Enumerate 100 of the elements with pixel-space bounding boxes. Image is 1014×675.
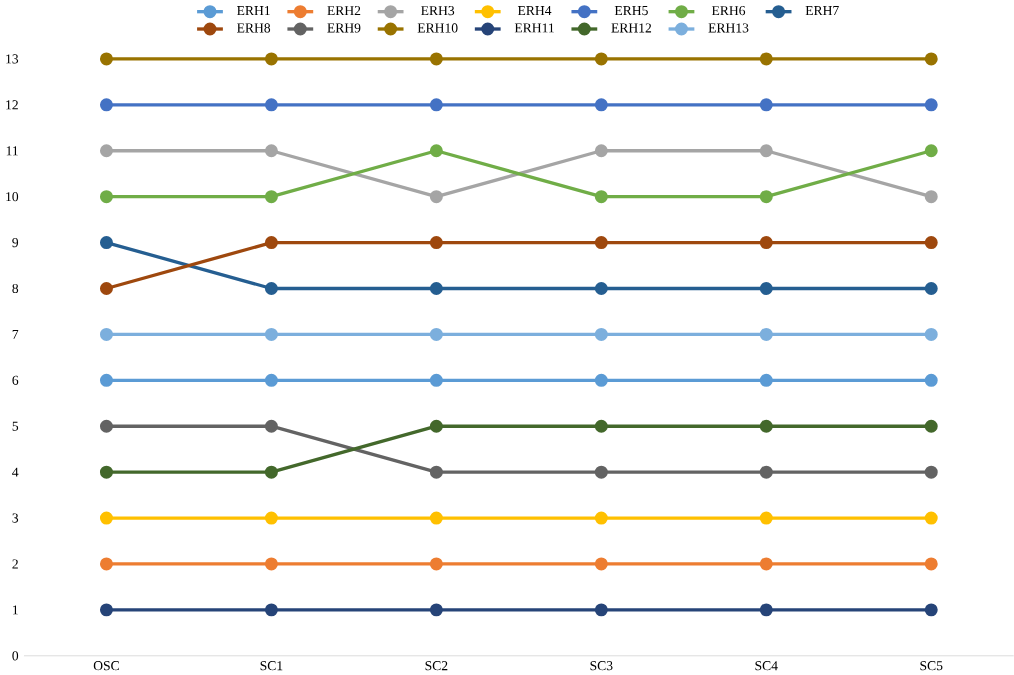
point <box>99 419 113 433</box>
point <box>759 190 773 204</box>
x-tick-label: SC2 <box>425 660 448 671</box>
legend-label: ERH10 <box>417 23 458 33</box>
point <box>594 98 608 112</box>
y-tick-label: 11 <box>6 146 18 156</box>
point <box>924 144 938 158</box>
point <box>99 235 113 249</box>
point <box>924 511 938 525</box>
legend-label: ERH13 <box>708 23 749 33</box>
point <box>924 98 938 112</box>
y-tick-label: 9 <box>12 237 19 248</box>
point <box>759 419 773 433</box>
x-tick-label: OSC <box>93 660 119 671</box>
point <box>99 327 113 341</box>
legend-label: ERH2 <box>327 5 361 15</box>
point <box>429 52 443 66</box>
point <box>264 235 278 249</box>
point <box>429 419 443 433</box>
point <box>759 52 773 66</box>
x-tick-label: SC5 <box>920 660 943 671</box>
legend-label: ERH6 <box>711 5 746 16</box>
point <box>264 511 278 525</box>
point <box>594 281 608 295</box>
legend-label: ERH4 <box>517 5 552 15</box>
point <box>264 281 278 295</box>
point <box>594 419 608 433</box>
point <box>594 465 608 479</box>
point <box>924 190 938 204</box>
point <box>429 465 443 479</box>
y-tick-label: 3 <box>12 513 19 523</box>
point <box>264 52 278 66</box>
point <box>924 465 938 479</box>
point <box>594 52 608 66</box>
point <box>924 557 938 571</box>
point <box>429 281 443 295</box>
point <box>759 373 773 387</box>
point <box>924 281 938 295</box>
point <box>429 98 443 112</box>
y-tick-label: 4 <box>12 467 19 477</box>
point <box>99 144 113 158</box>
point <box>924 52 938 66</box>
legend-label: ERH5 <box>614 5 648 15</box>
point <box>759 511 773 525</box>
y-tick-label: 7 <box>12 329 19 339</box>
y-tick-label: 6 <box>12 375 19 385</box>
point <box>264 465 278 479</box>
point <box>759 603 773 617</box>
y-tick-label: 1 <box>13 605 18 615</box>
point <box>264 373 278 387</box>
point <box>759 235 773 249</box>
point <box>99 603 113 617</box>
legend-label: ERH12 <box>611 23 652 33</box>
point <box>594 327 608 341</box>
point <box>264 603 278 617</box>
point <box>594 557 608 571</box>
point <box>924 419 938 433</box>
point <box>759 144 773 158</box>
legend-label: ERH9 <box>327 23 361 33</box>
point <box>594 511 608 525</box>
point <box>99 98 113 112</box>
legend-label: ERH8 <box>237 23 271 33</box>
point <box>429 327 443 341</box>
point <box>99 281 113 295</box>
point <box>759 281 773 295</box>
point <box>759 98 773 112</box>
legend-label: ERH1 <box>237 5 270 15</box>
point <box>99 557 113 571</box>
point <box>264 327 278 341</box>
point <box>99 190 113 204</box>
point <box>924 327 938 341</box>
point <box>99 511 113 525</box>
y-tick-label: 13 <box>6 54 19 64</box>
y-tick-label: 10 <box>6 191 19 202</box>
point <box>429 190 443 204</box>
point <box>429 511 443 525</box>
point <box>759 557 773 571</box>
y-tick-label: 8 <box>12 283 19 293</box>
point <box>594 373 608 387</box>
y-tick-label: 12 <box>6 100 18 110</box>
x-tick-label: SC4 <box>755 660 778 671</box>
point <box>429 144 443 158</box>
point <box>594 144 608 158</box>
legend-label: ERH7 <box>805 5 839 15</box>
point <box>99 465 113 479</box>
y-tick-label: 0 <box>12 651 19 661</box>
point <box>429 603 443 617</box>
x-tick-label: SC1 <box>260 660 283 671</box>
point <box>429 557 443 571</box>
point <box>924 603 938 617</box>
y-tick-label: 2 <box>12 559 18 569</box>
point <box>264 419 278 433</box>
point <box>759 465 773 479</box>
point <box>429 235 443 249</box>
point <box>759 327 773 341</box>
point <box>429 373 443 387</box>
legend-label: ERH3 <box>421 5 455 16</box>
point <box>924 235 938 249</box>
point <box>264 557 278 571</box>
legend-label: ERH11 <box>514 23 554 33</box>
